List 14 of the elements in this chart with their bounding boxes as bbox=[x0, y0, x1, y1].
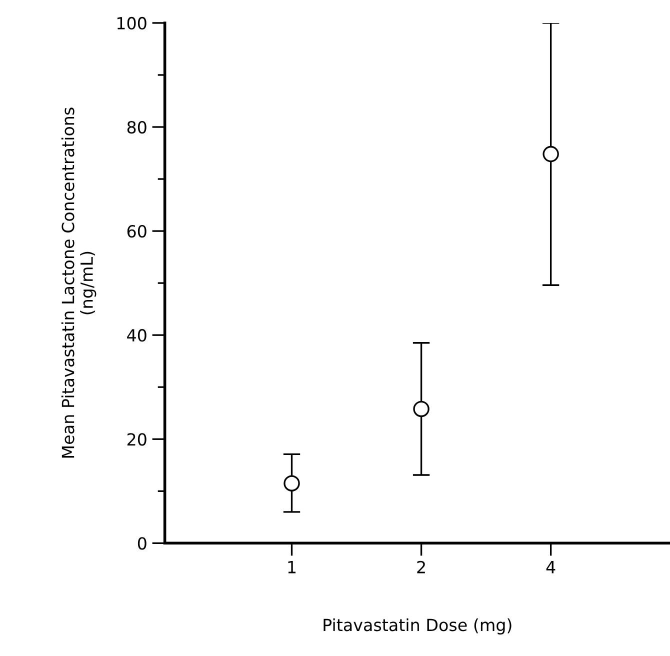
x-tick-label: 4 bbox=[546, 561, 556, 574]
y-tick-label: 20 bbox=[127, 433, 146, 446]
x-tick-label: 2 bbox=[417, 560, 425, 574]
point bbox=[284, 475, 300, 492]
y-tick-label: 0 bbox=[138, 537, 146, 550]
y-tick-label: 80 bbox=[127, 120, 146, 134]
point bbox=[542, 146, 559, 162]
y-axis-title: Mean Pitavastatin Lactone Concentrations (ng/mL) bbox=[61, 108, 96, 458]
y-tick-label: 60 bbox=[127, 225, 146, 238]
y-tick-label: 40 bbox=[127, 329, 146, 342]
x-axis-title: Pitavastatin Dose (mg) bbox=[324, 618, 512, 634]
x-tick-label: 1 bbox=[288, 561, 296, 574]
point bbox=[413, 400, 430, 418]
y-tick-label: 100 bbox=[117, 16, 146, 30]
